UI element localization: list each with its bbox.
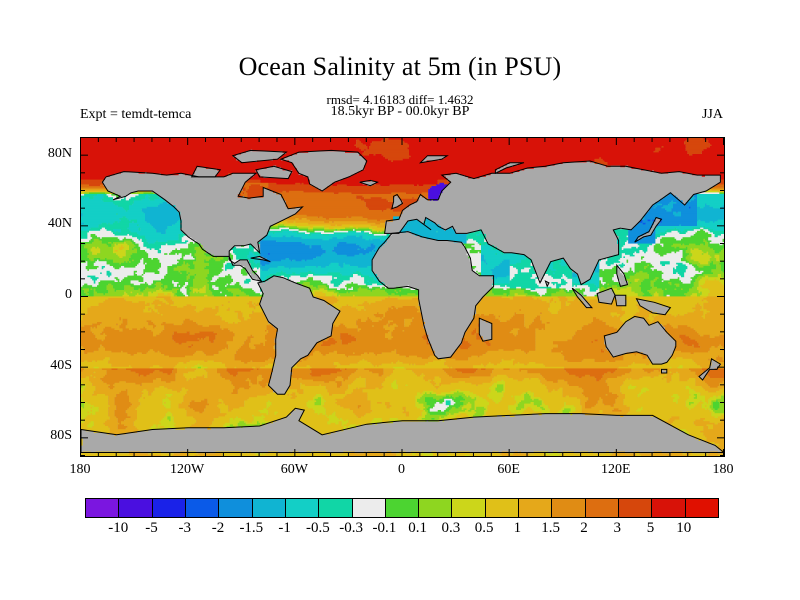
colorbar-tick-label: -0.5 bbox=[305, 520, 330, 536]
rmsd-subtitle: rmsd= 4.16183 diff= 1.4632 bbox=[326, 92, 474, 107]
x-tick-label: 60W bbox=[280, 462, 308, 477]
colorbar-cell[interactable] bbox=[285, 499, 320, 517]
coastline-greenland bbox=[279, 149, 368, 192]
colorbar-tick-label: 0.5 bbox=[474, 520, 494, 536]
colorbar-cell[interactable] bbox=[485, 499, 520, 517]
salinity-anomaly-map bbox=[81, 138, 724, 456]
coastline-nz bbox=[698, 358, 722, 381]
coastline-sl bbox=[544, 280, 550, 288]
colorbar-cell[interactable] bbox=[452, 499, 486, 517]
colorbar-cell[interactable] bbox=[219, 499, 253, 517]
experiment-label: Expt = temdt-temca bbox=[80, 107, 192, 122]
y-tick-label: 40S bbox=[50, 357, 72, 373]
coastline-iceland bbox=[359, 179, 379, 187]
colorbar-cell[interactable] bbox=[419, 499, 453, 517]
colorbar-tick-label: 0.3 bbox=[441, 520, 461, 536]
coastline-antarctica bbox=[81, 407, 724, 453]
coastline-japan bbox=[634, 216, 663, 243]
coastline-uk bbox=[391, 193, 404, 210]
colorbar-tick-label: 1 bbox=[513, 520, 522, 536]
colorbar-cell[interactable] bbox=[685, 499, 718, 517]
coastline-cuba bbox=[250, 255, 271, 263]
colorbar-cell[interactable] bbox=[86, 499, 120, 517]
coastline-novaya bbox=[494, 162, 525, 175]
coastline-philippines bbox=[616, 263, 629, 288]
colorbar[interactable] bbox=[85, 498, 719, 518]
x-tick-label: 0 bbox=[398, 462, 405, 477]
colorbar-cell[interactable] bbox=[152, 499, 186, 517]
y-tick-label: 80S bbox=[50, 428, 72, 444]
coastline-borneo bbox=[596, 287, 616, 305]
y-tick-label: 40N bbox=[47, 216, 72, 232]
colorbar-tick-label: -10 bbox=[108, 520, 129, 536]
x-tick-label: 180 bbox=[712, 462, 734, 477]
colorbar-cell[interactable] bbox=[585, 499, 619, 517]
colorbar-tick-label: -0.3 bbox=[339, 520, 363, 536]
season-label: JJA bbox=[701, 107, 723, 122]
colorbar-cell[interactable] bbox=[619, 499, 653, 517]
coastline-svalbard bbox=[418, 155, 449, 164]
colorbar-cell[interactable] bbox=[252, 499, 286, 517]
colorbar-tick-label: 3 bbox=[613, 520, 621, 536]
colorbar-tick-label: -3 bbox=[178, 520, 192, 536]
coastline-baffin bbox=[255, 165, 293, 180]
y-tick-label: 80N bbox=[47, 145, 72, 161]
colorbar-tick-label: 0.1 bbox=[408, 520, 427, 536]
colorbar-tick-label: -2 bbox=[211, 520, 225, 536]
colorbar-cell[interactable] bbox=[385, 499, 420, 517]
coastline-sulawesi bbox=[614, 294, 627, 307]
coastline-victoria bbox=[190, 165, 222, 178]
colorbar-tick-label: -0.1 bbox=[372, 520, 397, 536]
y-tick-label: 0 bbox=[65, 287, 72, 302]
coastline-australia bbox=[603, 315, 677, 365]
coastline-africa bbox=[371, 231, 495, 360]
coastline-ellesmere bbox=[231, 149, 288, 164]
coastline-eurasia bbox=[384, 160, 721, 286]
colorbar-tick-label: 10 bbox=[676, 520, 692, 536]
colorbar-cell[interactable] bbox=[185, 499, 220, 517]
colorbar-cell[interactable] bbox=[319, 499, 353, 517]
colorbar-tick-labels: -10 -5 -3 -2 -1.5 -1 -0.5 -0.3 -0.1 0.1 0.3 0.5 1 1.5… bbox=[0, 520, 800, 544]
colorbar-cell[interactable] bbox=[552, 499, 586, 517]
coastline-madagascar bbox=[478, 317, 493, 342]
x-tick-label: 180 bbox=[69, 462, 91, 477]
coastline-tasmania bbox=[661, 368, 668, 374]
x-tick-label: 60E bbox=[497, 462, 520, 477]
colorbar-cell[interactable] bbox=[652, 499, 686, 517]
coastline-namerica bbox=[101, 171, 304, 282]
colorbar-cell[interactable] bbox=[352, 499, 386, 517]
coastline-sumatra bbox=[571, 287, 593, 309]
page-title: Ocean Salinity at 5m (in PSU) bbox=[238, 52, 562, 81]
coastline-samerica bbox=[257, 275, 341, 395]
colorbar-tick-label: -5 bbox=[145, 520, 158, 536]
colorbar-tick-label: -1 bbox=[278, 520, 291, 536]
colorbar-tick-label: 2 bbox=[580, 520, 588, 536]
colorbar-tick-label: 1.5 bbox=[541, 520, 561, 536]
colorbar-tick-label: -1.5 bbox=[239, 520, 264, 536]
period-annotation: 18.5kyr BP - 00.0kyr BP bbox=[330, 104, 470, 119]
map-plot-area bbox=[80, 137, 725, 457]
colorbar-cell[interactable] bbox=[119, 499, 153, 517]
x-tick-label: 120W bbox=[170, 462, 205, 477]
colorbar-cell[interactable] bbox=[519, 499, 553, 517]
coastline-newguinea bbox=[635, 298, 672, 316]
x-tick-label: 120E bbox=[601, 462, 631, 477]
colorbar-tick-label: 5 bbox=[646, 520, 655, 536]
